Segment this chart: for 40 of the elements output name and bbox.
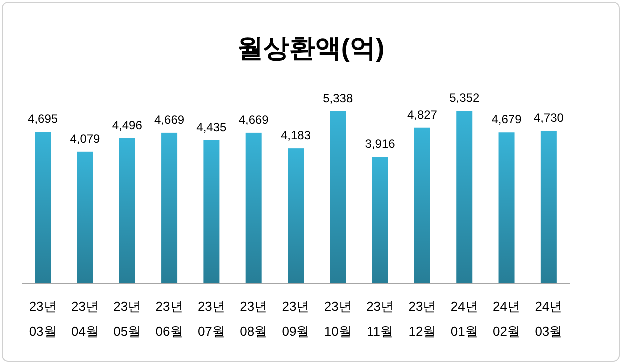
data-label: 4,679 bbox=[492, 112, 522, 127]
data-label: 5,352 bbox=[450, 90, 480, 105]
bar bbox=[288, 148, 304, 283]
bar bbox=[540, 130, 557, 283]
x-tick-label: 23년 04월 bbox=[71, 299, 99, 339]
x-tick-label: 23년 12월 bbox=[408, 299, 436, 339]
x-tick-label: 23년 07월 bbox=[198, 299, 226, 339]
bar bbox=[456, 110, 473, 283]
x-tick-label: 23년 06월 bbox=[156, 299, 184, 339]
x-tick-label: 24년 02월 bbox=[493, 299, 521, 339]
bar bbox=[372, 157, 388, 283]
data-label: 5,338 bbox=[323, 91, 354, 106]
bar bbox=[119, 138, 136, 283]
bar bbox=[330, 111, 346, 283]
x-tick-label: 23년 05월 bbox=[114, 299, 142, 339]
x-tick-label: 23년 09월 bbox=[282, 299, 310, 339]
x-tick-label: 23년 11월 bbox=[366, 299, 394, 339]
bar bbox=[35, 132, 52, 283]
x-tick-label: 23년 10월 bbox=[324, 299, 352, 339]
x-tick-label: 24년 03월 bbox=[535, 299, 563, 339]
bar bbox=[77, 152, 94, 283]
data-label: 4,435 bbox=[196, 120, 228, 134]
data-label: 4,695 bbox=[28, 112, 58, 126]
data-label: 4,827 bbox=[407, 108, 438, 122]
chart-title: 월상환액(억) bbox=[237, 33, 385, 63]
x-tick-label: 24년 01월 bbox=[450, 299, 478, 339]
data-label: 4,669 bbox=[154, 112, 185, 127]
bar bbox=[204, 140, 220, 283]
data-label: 4,496 bbox=[112, 118, 143, 133]
bar bbox=[414, 128, 430, 283]
bar bbox=[246, 132, 262, 283]
data-label: 4,730 bbox=[534, 110, 564, 125]
data-label: 4,669 bbox=[238, 112, 270, 127]
data-label: 4,183 bbox=[280, 128, 312, 143]
data-label: 3,916 bbox=[365, 137, 396, 152]
x-tick-label: 23년 08월 bbox=[240, 299, 268, 339]
x-tick-label: 23년 03월 bbox=[29, 299, 57, 339]
data-label: 4,079 bbox=[70, 132, 101, 146]
bar bbox=[162, 132, 178, 283]
bar bbox=[498, 132, 515, 283]
